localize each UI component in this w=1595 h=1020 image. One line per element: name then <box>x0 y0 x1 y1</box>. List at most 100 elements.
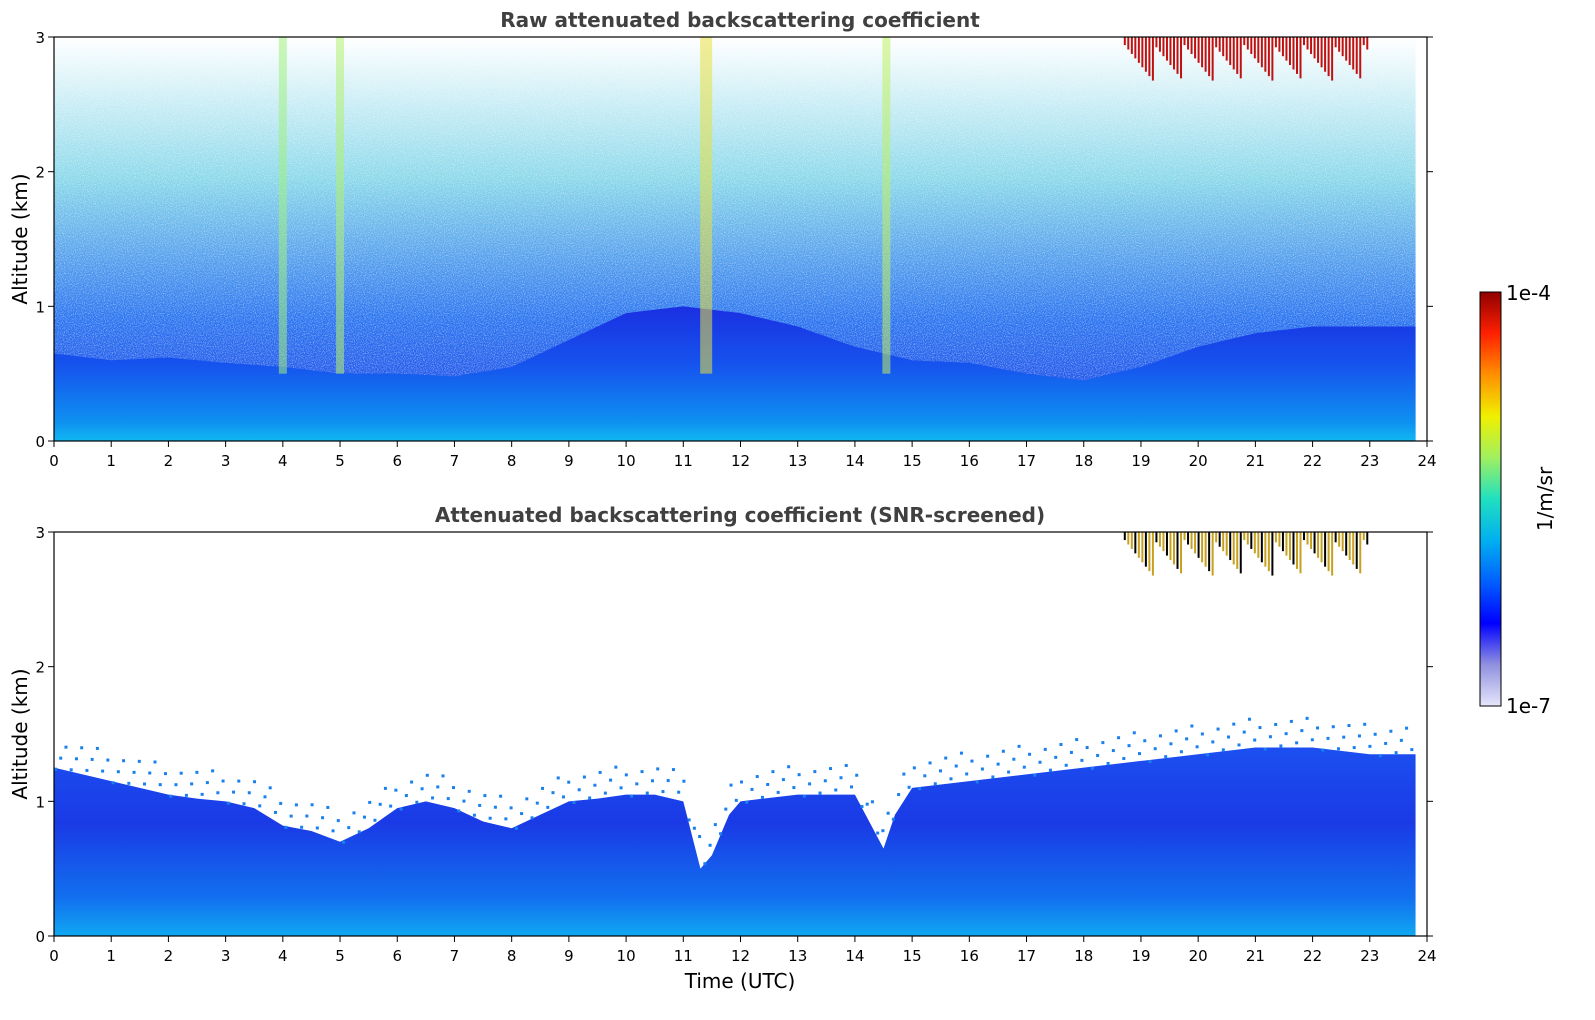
high-cloud-streak <box>1285 532 1288 556</box>
speckle-dot <box>572 800 576 804</box>
speckle-dot <box>284 825 288 829</box>
speckle-dot <box>1300 729 1304 733</box>
speckle-dot <box>1069 750 1073 754</box>
speckle-dot <box>582 775 586 779</box>
speckle-dot <box>630 794 634 798</box>
speckle-dot <box>279 801 283 805</box>
high-cloud-streak <box>1303 37 1306 46</box>
x-tick-label: 2 <box>164 947 174 965</box>
x-tick-label: 8 <box>507 947 517 965</box>
y-tick-label: 1 <box>35 298 45 316</box>
high-cloud-streak <box>1274 37 1277 48</box>
speckle-dot <box>331 829 335 833</box>
high-cloud-streak <box>1299 532 1302 574</box>
high-cloud-streak <box>1345 37 1348 61</box>
high-cloud-streak <box>1348 532 1351 561</box>
speckle-dot <box>551 791 555 795</box>
speckle-dot <box>467 789 471 793</box>
speckle-dot <box>923 774 927 778</box>
plume-streak <box>700 37 713 374</box>
speckle-dot <box>954 764 958 768</box>
high-cloud-streak <box>1225 532 1228 556</box>
x-tick-label: 16 <box>960 452 979 470</box>
speckle-dot <box>242 802 246 806</box>
speckle-dot <box>326 805 330 809</box>
high-cloud-streak <box>1197 532 1200 558</box>
speckle-dot <box>1337 747 1341 751</box>
x-tick-label: 14 <box>845 452 864 470</box>
high-cloud-streak <box>1176 37 1179 74</box>
speckle-dot <box>137 759 141 763</box>
boundary-layer <box>54 306 1416 441</box>
high-cloud-streak <box>1292 532 1295 565</box>
speckle-dot <box>745 800 749 804</box>
speckle-dot <box>1138 752 1142 756</box>
heatmap-screened <box>54 532 1416 936</box>
speckle-dot <box>483 794 487 798</box>
speckle-dot <box>237 779 241 783</box>
high-cloud-streak <box>1253 37 1256 59</box>
speckle-dot <box>1007 770 1011 774</box>
speckle-dot <box>1316 726 1320 730</box>
high-cloud-streak <box>1324 532 1327 567</box>
x-tick-label: 23 <box>1360 452 1379 470</box>
speckle-dot <box>1048 768 1052 772</box>
speckle-dot <box>1064 763 1068 767</box>
speckle-dot <box>724 807 728 811</box>
speckle-dot <box>561 795 565 799</box>
speckle-dot <box>1174 729 1178 733</box>
speckle-dot <box>907 785 911 789</box>
speckle-dot <box>195 770 199 774</box>
high-cloud-streak <box>1176 532 1179 569</box>
speckle-dot <box>342 840 346 844</box>
high-cloud-streak <box>1229 37 1232 66</box>
high-cloud-streak <box>1274 532 1277 543</box>
speckle-dot <box>472 813 476 817</box>
speckle-dot <box>1331 725 1335 729</box>
speckle-dot <box>148 771 152 775</box>
speckle-dot <box>939 769 943 773</box>
speckle-dot <box>802 794 806 798</box>
high-cloud-streak <box>1334 37 1337 48</box>
colorbar-unit-label: 1/m/sr <box>1533 466 1557 531</box>
speckle-dot <box>216 791 220 795</box>
speckle-dot <box>1101 741 1105 745</box>
speckle-dot <box>1179 750 1183 754</box>
x-tick-label: 1 <box>106 452 116 470</box>
speckle-dot <box>970 759 974 763</box>
x-tick-label: 12 <box>731 947 750 965</box>
speckle-dot <box>336 819 340 823</box>
speckle-dot <box>980 767 984 771</box>
high-cloud-streak <box>1172 532 1175 565</box>
speckle-dot <box>808 782 812 786</box>
high-cloud-streak <box>1285 37 1288 61</box>
raw-backscatter-panel: Raw attenuated backscattering coefficien… <box>8 8 1437 470</box>
high-cloud-streak <box>1352 532 1355 565</box>
speckle-dot <box>897 793 901 797</box>
speckle-dot <box>525 797 529 801</box>
speckle-dot <box>650 779 654 783</box>
x-tick-label: 0 <box>49 452 59 470</box>
high-cloud-streak <box>1123 37 1126 46</box>
speckle-dot <box>399 807 403 811</box>
speckle-dot <box>687 818 691 822</box>
high-cloud-streak <box>1278 532 1281 547</box>
speckle-dot <box>535 801 539 805</box>
high-cloud-streak <box>1246 37 1249 50</box>
speckle-dot <box>446 797 450 801</box>
panel-title-screened: Attenuated backscattering coefficient (S… <box>435 503 1045 527</box>
high-cloud-streak <box>1180 37 1183 79</box>
speckle-dot <box>860 805 864 809</box>
x-tick-label: 9 <box>564 947 574 965</box>
high-cloud-streak <box>1137 532 1140 558</box>
speckle-dot <box>74 757 78 761</box>
speckle-dot <box>1085 746 1089 750</box>
speckle-dot <box>1164 755 1168 759</box>
speckle-dot <box>1216 727 1220 731</box>
speckle-dot <box>1227 735 1231 739</box>
speckle-dot <box>1096 753 1100 757</box>
high-cloud-streak <box>1201 37 1204 68</box>
speckle-dot <box>174 783 178 787</box>
speckle-dot <box>1363 722 1367 726</box>
